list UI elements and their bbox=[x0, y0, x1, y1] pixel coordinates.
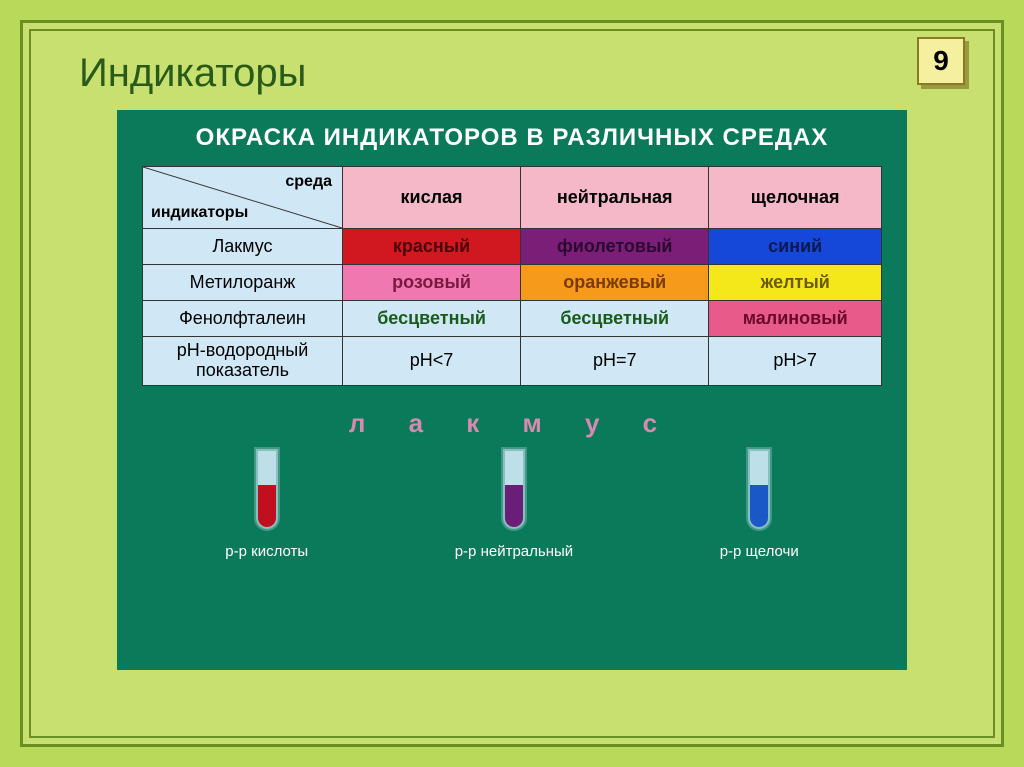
inner-frame: 9 Индикаторы ОКРАСКА ИНДИКАТОРОВ В РАЗЛИ… bbox=[29, 29, 995, 738]
ph-neutral: pH=7 bbox=[521, 337, 709, 386]
test-tube-icon bbox=[503, 449, 525, 529]
tube-fill bbox=[505, 485, 523, 527]
ph-acid: pH<7 bbox=[343, 337, 521, 386]
row-label: Метилоранж bbox=[143, 265, 343, 301]
col-head-neutral: нейтральная bbox=[521, 167, 709, 229]
color-cell: красный bbox=[343, 229, 521, 265]
tube-caption: р-р щелочи bbox=[720, 543, 799, 560]
row-label: Лакмус bbox=[143, 229, 343, 265]
tube-fill bbox=[750, 485, 768, 527]
page-title: Индикаторы bbox=[79, 51, 973, 96]
table-body: ЛакмускрасныйфиолетовыйсинийМетилоранжро… bbox=[143, 229, 882, 337]
corner-label-top: среда bbox=[285, 173, 332, 191]
col-head-alkaline: щелочная bbox=[709, 167, 882, 229]
tube-fill bbox=[258, 485, 276, 527]
outer-frame: 9 Индикаторы ОКРАСКА ИНДИКАТОРОВ В РАЗЛИ… bbox=[20, 20, 1004, 747]
table-header-row: среда индикаторы кислая нейтральная щело… bbox=[143, 167, 882, 229]
table-row: Лакмускрасныйфиолетовыйсиний bbox=[143, 229, 882, 265]
tubes-row: р-р кислоты р-р нейтральный р-р щелочи bbox=[152, 449, 872, 560]
corner-label-bottom: индикаторы bbox=[151, 204, 248, 222]
tube-caption: р-р нейтральный bbox=[455, 543, 573, 560]
color-cell: фиолетовый bbox=[521, 229, 709, 265]
page-number-badge: 9 bbox=[917, 37, 965, 85]
color-cell: желтый bbox=[709, 265, 882, 301]
test-tube-icon bbox=[256, 449, 278, 529]
color-cell: бесцветный bbox=[521, 301, 709, 337]
slide-panel: ОКРАСКА ИНДИКАТОРОВ В РАЗЛИЧНЫХ СРЕДАХ с… bbox=[117, 110, 907, 670]
tube-caption: р-р кислоты bbox=[225, 543, 308, 560]
col-head-acid: кислая bbox=[343, 167, 521, 229]
test-tube-icon bbox=[748, 449, 770, 529]
color-cell: оранжевый bbox=[521, 265, 709, 301]
corner-header: среда индикаторы bbox=[143, 167, 343, 229]
tube: р-р нейтральный bbox=[455, 449, 573, 560]
litmus-label: л а к м у с bbox=[349, 408, 675, 439]
ph-row: рН-водородный показатель pH<7 pH=7 pH>7 bbox=[143, 337, 882, 386]
slide-heading: ОКРАСКА ИНДИКАТОРОВ В РАЗЛИЧНЫХ СРЕДАХ bbox=[196, 124, 829, 152]
row-label: Фенолфталеин bbox=[143, 301, 343, 337]
table-row: Фенолфталеинбесцветныйбесцветныймалиновы… bbox=[143, 301, 882, 337]
color-cell: розовый bbox=[343, 265, 521, 301]
ph-alkaline: pH>7 bbox=[709, 337, 882, 386]
color-cell: синий bbox=[709, 229, 882, 265]
indicator-table: среда индикаторы кислая нейтральная щело… bbox=[142, 166, 882, 386]
table-row: Метилоранжрозовыйоранжевыйжелтый bbox=[143, 265, 882, 301]
tube: р-р щелочи bbox=[720, 449, 799, 560]
color-cell: малиновый bbox=[709, 301, 882, 337]
color-cell: бесцветный bbox=[343, 301, 521, 337]
ph-row-label: рН-водородный показатель bbox=[143, 337, 343, 386]
tube: р-р кислоты bbox=[225, 449, 308, 560]
